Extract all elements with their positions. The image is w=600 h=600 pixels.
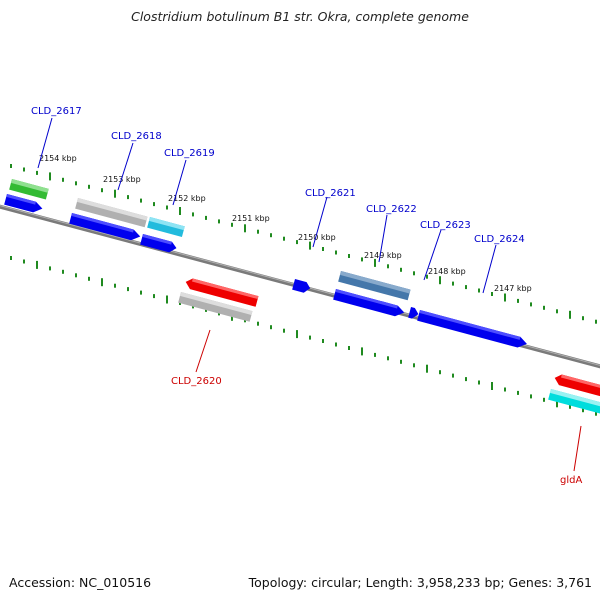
reverse-gene-labels: CLD_2620 gldA	[171, 329, 582, 486]
accession-text: Accession: NC_010516	[9, 575, 152, 590]
kbp-label: 2151 kbp	[232, 214, 270, 223]
gene-label-cld2618[interactable]: CLD_2618	[111, 131, 162, 142]
gene-label-cld2617[interactable]: CLD_2617	[31, 106, 82, 117]
kbp-label: 2152 kbp	[168, 194, 206, 203]
map-title: Clostridium botulinum B1 str. Okra, comp…	[131, 9, 469, 24]
forward-gene-labels: CLD_2617 CLD_2618 CLD_2619 CLD_2621 CLD_…	[31, 106, 525, 294]
gene-arrow[interactable]	[408, 307, 420, 320]
kbp-label: 2147 kbp	[494, 284, 532, 293]
gene-label-cld2620[interactable]: CLD_2620	[171, 376, 222, 387]
gene-features	[4, 179, 600, 416]
outer-tick-line	[10, 164, 597, 324]
kbp-label: 2148 kbp	[428, 267, 466, 276]
gene-label-cld2623[interactable]: CLD_2623	[420, 220, 471, 231]
kbp-label: 2154 kbp	[39, 154, 77, 163]
gene-label-glda[interactable]: gldA	[560, 475, 582, 486]
genome-summary-text: Topology: circular; Length: 3,958,233 bp…	[248, 575, 592, 590]
gene-label-cld2619[interactable]: CLD_2619	[164, 148, 215, 159]
gene-arrow[interactable]	[553, 373, 600, 400]
gene-label-cld2621[interactable]: CLD_2621	[305, 188, 356, 199]
kbp-label: 2150 kbp	[298, 233, 336, 242]
gene-arrow[interactable]	[292, 279, 311, 294]
gene-label-cld2624[interactable]: CLD_2624	[474, 234, 525, 245]
inner-tick-line	[10, 256, 597, 416]
kbp-label: 2149 kbp	[364, 251, 402, 260]
gene-arrow[interactable]	[184, 277, 259, 307]
gene-label-cld2622[interactable]: CLD_2622	[366, 204, 417, 215]
